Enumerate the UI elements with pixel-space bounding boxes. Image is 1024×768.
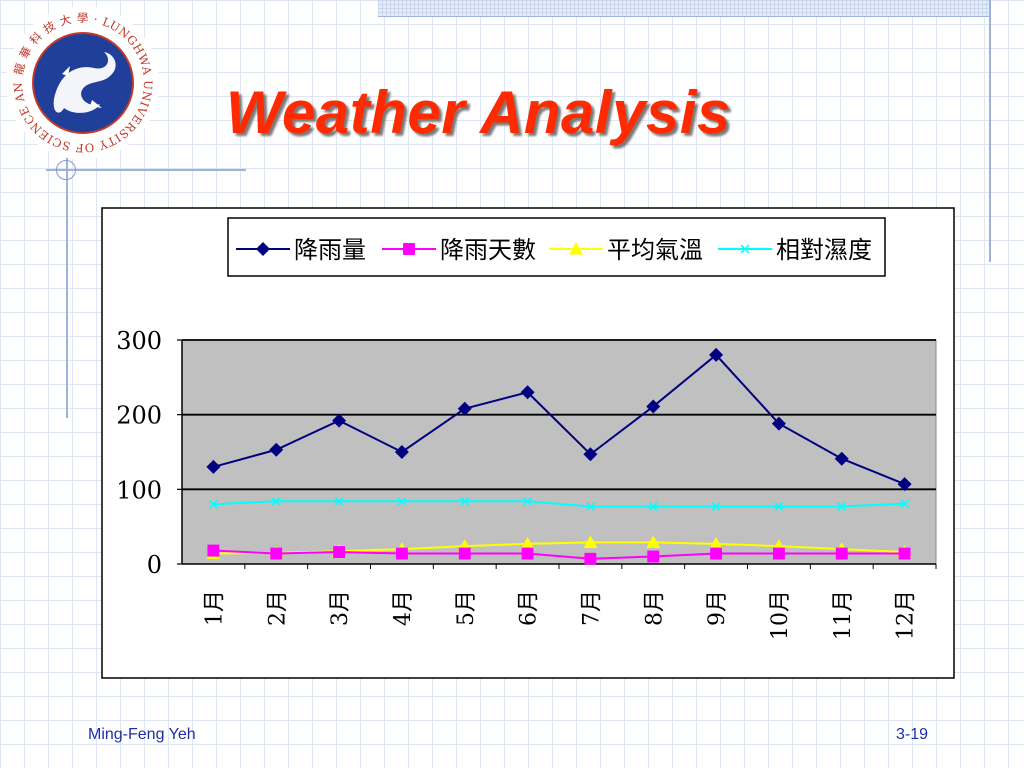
point-x [271,496,281,506]
x-tick-label: 5月 [454,590,479,626]
legend-item-2: 降雨天數 [382,236,536,264]
top-decorative-band [378,0,990,17]
point-triangle [520,536,535,550]
point-x [208,499,218,509]
point-x [900,499,910,508]
plot-area [181,339,937,565]
x-tick-label: 2月 [265,590,290,626]
series [206,347,912,565]
legend-box [227,217,886,277]
point-diamond [520,385,535,400]
point-diamond [457,401,472,416]
decorative-vertical-line [66,150,68,418]
point-x [523,496,533,506]
x-tick-label: 12月 [894,590,919,640]
x-tick-label: 1月 [202,590,227,626]
y-tick-label: 0 [147,551,162,579]
point-square [647,550,660,563]
series-line [213,353,905,486]
university-logo: 龍 華 科 技 大 學 · LUNGHWA UNIVERSITY OF SCIE… [4,4,160,160]
point-square [270,547,283,560]
x-tick-label: 9月 [705,590,730,626]
point-triangle [583,535,598,548]
decorative-circle [56,160,76,180]
point-square [395,547,408,560]
point-triangle [646,535,661,548]
point-x [334,496,344,506]
legend-label: 降雨天數 [440,236,536,264]
point-diamond [834,451,849,466]
footer-page-number: 3-19 [896,726,929,743]
y-tick-label: 300 [116,327,162,355]
series-1 [206,347,912,492]
x-tick-label: 6月 [517,590,542,626]
point-square [207,544,220,557]
legend-label: 降雨量 [294,236,366,264]
legend-item-4: 相對濕度 [718,236,872,264]
x-tick-label: 4月 [391,590,416,626]
dragon-icon [53,52,116,113]
point-square [333,546,346,559]
point-diamond [394,445,409,459]
point-diamond [332,413,347,428]
point-diamond [646,399,661,414]
slide-title: Weather Analysis [226,79,731,146]
point-diamond [897,477,912,492]
point-diamond [583,447,598,462]
point-diamond [256,242,270,256]
point-square [772,547,785,560]
point-diamond [771,416,786,431]
point-square [521,547,534,560]
point-square [898,547,911,560]
point-square [710,547,723,560]
point-diamond [206,459,221,474]
series-4 [208,496,910,511]
point-triangle [709,536,724,550]
point-triangle [569,242,583,255]
point-square [584,552,597,565]
point-square [835,547,848,560]
gridlines [182,339,936,491]
legend-label: 平均氣溫 [607,236,703,264]
point-x [585,502,595,511]
legend-item-1: 降雨量 [236,236,366,264]
footer-author: Ming-Feng Yeh [88,726,196,743]
point-diamond [269,442,284,457]
series-line [213,549,905,560]
legend-item-3: 平均氣溫 [549,236,703,264]
series-2 [207,544,911,565]
point-x [711,502,721,511]
x-tick-label: 11月 [831,590,856,640]
x-tick-label: 7月 [579,590,604,626]
decorative-right-vertical-line [989,0,991,262]
point-x [397,496,407,506]
legend-label: 相對濕度 [776,236,872,264]
point-diamond [709,347,724,362]
y-tick-label: 200 [116,402,162,430]
y-tick-label: 100 [116,476,162,504]
x-tick-label: 8月 [642,590,667,626]
point-square [403,243,415,255]
point-x [648,502,658,511]
axes: 0 100 200 300 1月 2月 3月 4月 5月 6月 7月 8月 9月 10月 11月 12月 [116,327,937,640]
x-tick-label: 3月 [328,590,353,626]
x-tick-label: 10月 [768,590,793,640]
point-x [774,502,784,511]
point-x [837,502,847,511]
point-x [740,244,750,254]
point-x [460,496,470,506]
point-square [458,547,471,560]
decorative-horizontal-line [46,169,246,171]
legend: 降雨量 降雨天數 平均氣溫 相對濕度 [227,217,886,277]
series-line [213,500,905,508]
